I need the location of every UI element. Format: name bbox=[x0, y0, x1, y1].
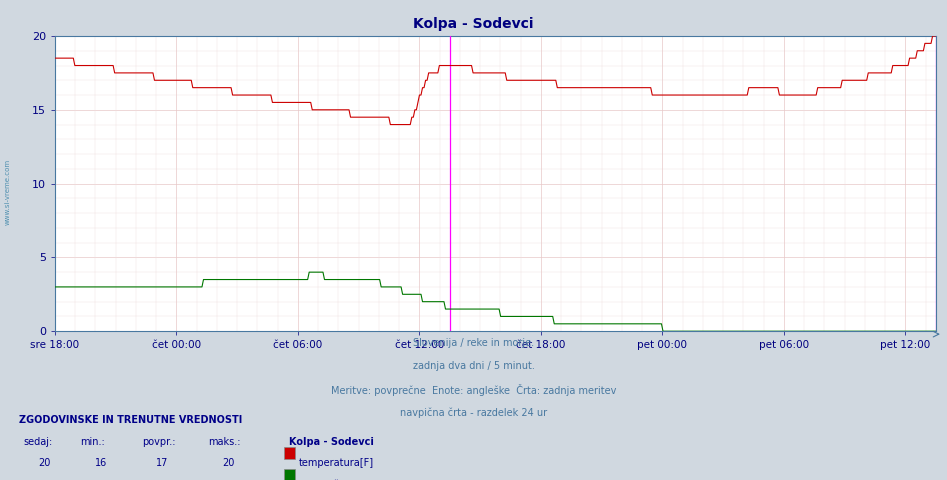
Text: 16: 16 bbox=[95, 458, 107, 468]
Text: 20: 20 bbox=[38, 458, 50, 468]
Text: ZGODOVINSKE IN TRENUTNE VREDNOSTI: ZGODOVINSKE IN TRENUTNE VREDNOSTI bbox=[19, 415, 242, 425]
Text: www.si-vreme.com: www.si-vreme.com bbox=[5, 159, 10, 225]
Text: povpr.:: povpr.: bbox=[142, 437, 175, 447]
Text: navpična črta - razdelek 24 ur: navpična črta - razdelek 24 ur bbox=[400, 408, 547, 418]
Text: Meritve: povprečne  Enote: angleške  Črta: zadnja meritev: Meritve: povprečne Enote: angleške Črta:… bbox=[331, 384, 616, 396]
Text: zadnja dva dni / 5 minut.: zadnja dva dni / 5 minut. bbox=[413, 361, 534, 372]
Text: temperatura[F]: temperatura[F] bbox=[298, 458, 373, 468]
Text: Kolpa - Sodevci: Kolpa - Sodevci bbox=[289, 437, 374, 447]
Text: maks.:: maks.: bbox=[208, 437, 241, 447]
Text: 17: 17 bbox=[156, 458, 169, 468]
Text: sedaj:: sedaj: bbox=[24, 437, 53, 447]
Text: 20: 20 bbox=[223, 458, 235, 468]
Text: Slovenija / reke in morje.: Slovenija / reke in morje. bbox=[413, 338, 534, 348]
Text: min.:: min.: bbox=[80, 437, 105, 447]
Text: Kolpa - Sodevci: Kolpa - Sodevci bbox=[413, 17, 534, 31]
